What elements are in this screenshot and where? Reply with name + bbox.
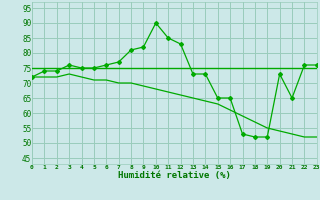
X-axis label: Humidité relative (%): Humidité relative (%) (118, 171, 231, 180)
